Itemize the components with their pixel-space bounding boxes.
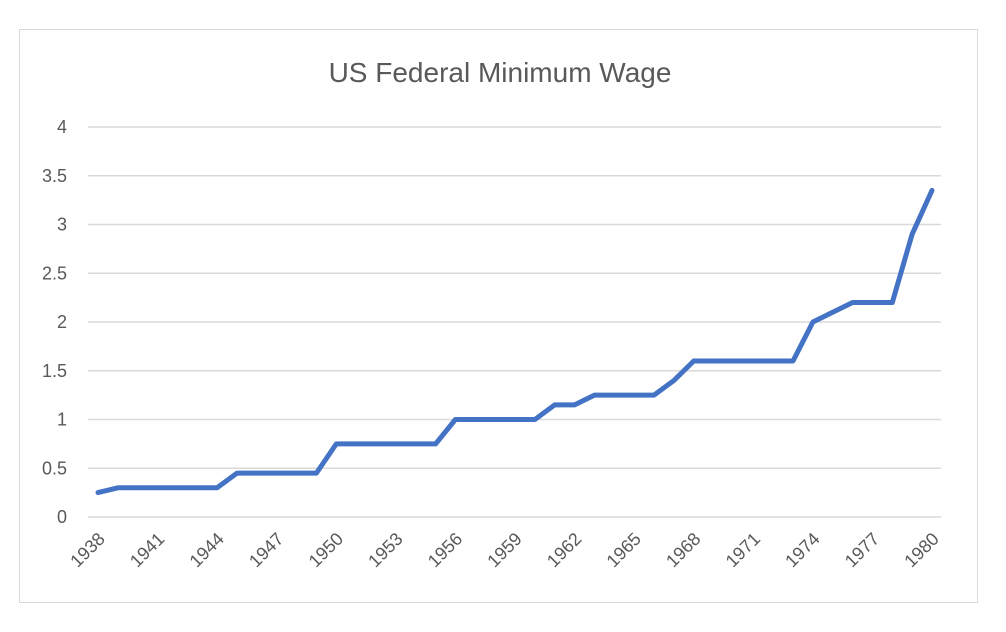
chart-title: US Federal Minimum Wage — [329, 57, 672, 88]
y-tick-label: 4 — [57, 117, 67, 137]
y-tick-label: 3.5 — [42, 166, 67, 186]
x-tick-label: 1965 — [603, 529, 645, 571]
x-tick-label: 1947 — [245, 529, 287, 571]
y-axis-ticks: 0 0.5 1 1.5 2 2.5 3 3.5 4 — [42, 117, 67, 527]
x-tick-label: 1941 — [126, 529, 168, 571]
x-tick-label: 1962 — [543, 529, 585, 571]
gridlines — [88, 126, 941, 518]
y-tick-label: 1.5 — [42, 361, 67, 381]
y-tick-label: 0 — [57, 507, 67, 527]
y-tick-label: 2 — [57, 312, 67, 332]
x-tick-label: 1950 — [305, 529, 347, 571]
chart-frame — [19, 29, 978, 603]
x-tick-label: 1956 — [424, 529, 466, 571]
x-tick-label: 1959 — [483, 529, 525, 571]
minimum-wage-series-line — [95, 187, 935, 496]
y-tick-label: 0.5 — [42, 458, 67, 478]
x-tick-label: 1938 — [66, 529, 108, 571]
series-layer — [95, 187, 935, 496]
x-tick-label: 1944 — [186, 529, 228, 571]
x-tick-label: 1980 — [900, 529, 942, 571]
y-tick-label: 1 — [57, 410, 67, 430]
x-tick-label: 1953 — [364, 529, 406, 571]
y-tick-label: 3 — [57, 215, 67, 235]
x-tick-label: 1971 — [722, 529, 764, 571]
x-tick-label: 1974 — [781, 529, 823, 571]
x-tick-label: 1977 — [841, 529, 883, 571]
y-tick-label: 2.5 — [42, 263, 67, 283]
x-axis-ticks: 1938 1941 1944 1947 1950 1953 1956 1959 1962 1965… — [66, 529, 942, 571]
x-tick-label: 1968 — [662, 529, 704, 571]
